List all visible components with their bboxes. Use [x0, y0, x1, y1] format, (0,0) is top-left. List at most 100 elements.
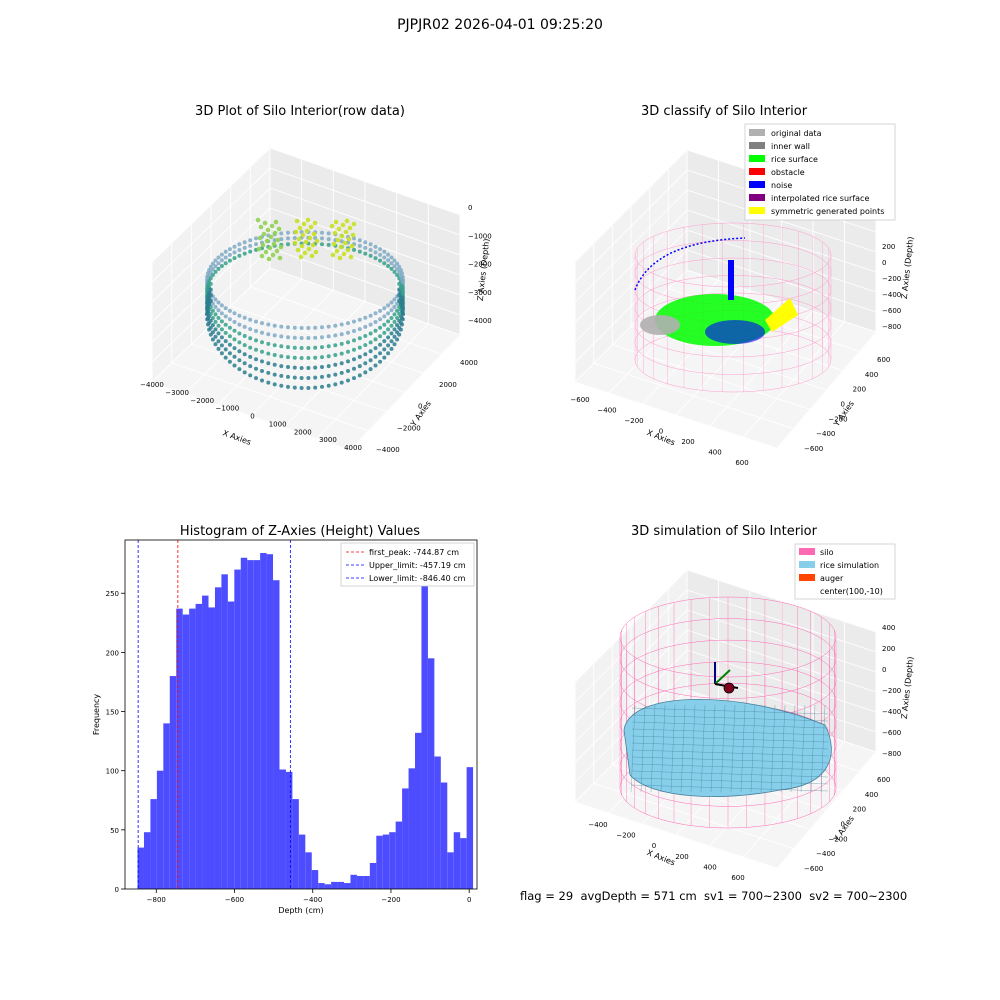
sim-x-tick-label: 200: [675, 853, 688, 861]
sim-y-tick-label: 400: [865, 791, 878, 799]
classify-y-tick-label: −600: [804, 445, 823, 453]
status-line: flag = 29 avgDepth = 571 cm sv1 = 700~23…: [520, 889, 908, 903]
legend-swatch: [749, 207, 765, 214]
classify-point-cloud: [634, 237, 798, 346]
classify-plot-title: 3D classify of Silo Interior: [640, 104, 808, 119]
auger-head: [723, 682, 735, 694]
histogram-frame: [124, 539, 478, 890]
legend-label: obstacle: [771, 168, 805, 177]
legend-label: auger: [820, 574, 844, 583]
histogram-bar: [440, 782, 448, 889]
histogram-bar: [176, 608, 183, 889]
raw-plot-title: 3D Plot of Silo Interior(row data): [195, 104, 405, 119]
figure-title: PJPJR02 2026-04-01 09:25:20: [397, 17, 603, 33]
raw-y-tick-label: 2000: [439, 381, 457, 389]
histogram-bar: [195, 603, 203, 889]
histogram-bar: [156, 770, 164, 889]
histogram-bar: [189, 608, 196, 889]
raw-x-tick-label: 3000: [319, 436, 337, 444]
histogram-bar: [447, 852, 454, 889]
x-tick-label: 0: [467, 896, 471, 904]
histogram-bar: [227, 601, 235, 889]
classify-x-tick-label: −400: [597, 407, 616, 415]
histogram-bar: [273, 580, 280, 889]
simulation-plot-title: 3D simulation of Silo Interior: [631, 524, 817, 539]
histogram-bar: [311, 870, 319, 889]
classify-floor-grid: [776, 331, 877, 449]
sim-floor-grid: [776, 751, 877, 869]
histogram-bar: [240, 557, 248, 889]
legend-label: interpolated rice surface: [771, 194, 869, 203]
raw-z-tick-label: −4000: [468, 317, 492, 325]
raw-x-axis-label: X Axies: [221, 428, 252, 447]
legend-swatch: [799, 548, 815, 555]
sim-x-tick-label: 0: [652, 842, 656, 850]
classify-x-tick-label: 200: [681, 438, 694, 446]
raw-x-tick-label: 2000: [294, 428, 312, 436]
histogram-title: Histogram of Z-Axies (Height) Values: [179, 524, 421, 539]
noise-arc: [634, 237, 746, 291]
y-tick-label: 200: [106, 649, 119, 657]
legend-swatch: [749, 155, 765, 162]
histogram-bars: [137, 553, 474, 889]
classify-z-tick-label: −800: [882, 323, 901, 331]
rice-surface-mesh: [630, 704, 829, 793]
histogram-bar: [369, 862, 377, 889]
auger-axis-y: [714, 669, 731, 685]
histogram-bar: [305, 852, 312, 889]
histogram-chart: −800 −600 −400 −200 0 0 50 100 150 200 250 Depth (c…: [92, 539, 478, 915]
classify-y-tick-label: 400: [865, 371, 878, 379]
histogram-bar: [337, 881, 345, 889]
sim-y-tick-label: 600: [877, 776, 890, 784]
raw-left-grid: [151, 247, 271, 363]
original-data-points: [640, 315, 680, 335]
sim-z-tick-label: 400: [882, 624, 895, 632]
y-tick-label: 50: [110, 827, 119, 835]
classify-back-grid: [686, 249, 877, 313]
legend-frame: [340, 542, 475, 587]
histogram-bar: [453, 832, 461, 889]
sim-z-tick-label: −400: [882, 708, 901, 716]
legend-frame: [744, 123, 896, 221]
raw-z-tick-label: 0: [468, 204, 472, 212]
histogram-bar: [202, 595, 209, 889]
classify-z-tick-label: −200: [882, 275, 901, 283]
legend-label: rice surface: [771, 155, 818, 164]
histogram-bar: [344, 883, 351, 889]
raw-x-tick-label: 0: [250, 413, 254, 421]
raw-z-tick-label: −3000: [468, 289, 492, 297]
histogram-bar: [182, 614, 190, 889]
raw-x-tick-label: 1000: [269, 420, 287, 428]
sim-x-tick-label: 400: [703, 863, 716, 871]
histogram-bar: [163, 723, 170, 889]
histogram-bar: [402, 788, 409, 889]
histogram-bar: [253, 560, 261, 889]
histogram-bar: [395, 821, 403, 889]
classify-y-tick-label: −200: [828, 415, 847, 423]
classify-x-tick-label: −600: [570, 396, 589, 404]
classify-y-tick-label: 0: [841, 401, 845, 409]
sim-y-tick-label: −200: [828, 835, 847, 843]
histogram-bar: [324, 884, 332, 889]
sim-z-tick-label: 200: [882, 645, 895, 653]
classify-x-tick-label: 0: [659, 428, 663, 436]
x-tick-label: −800: [147, 896, 166, 904]
histogram-bar: [415, 732, 422, 889]
histogram-bar: [208, 607, 215, 889]
classify-x-tick-label: −200: [624, 417, 643, 425]
legend-label: first_peak: -744.87 cm: [369, 548, 459, 557]
sim-y-tick-label: −400: [816, 850, 835, 858]
classify-z-axis-label: Z Axies (Depth): [900, 236, 916, 299]
histogram-bar: [214, 587, 222, 889]
sim-z-tick-label: −600: [882, 729, 901, 737]
histogram-bar: [143, 832, 151, 889]
classify-z-tick-label: −600: [882, 307, 901, 315]
histogram-bar: [292, 799, 299, 889]
histogram-bar: [434, 756, 441, 889]
raw-floor-grid: [349, 334, 461, 451]
x-tick-label: −200: [381, 896, 400, 904]
classify-y-tick-label: 200: [853, 386, 866, 394]
sim-z-axis-label: Z Axies (Depth): [900, 656, 916, 719]
sim-x-tick-label: −400: [588, 821, 607, 829]
histogram-bar: [285, 771, 293, 889]
